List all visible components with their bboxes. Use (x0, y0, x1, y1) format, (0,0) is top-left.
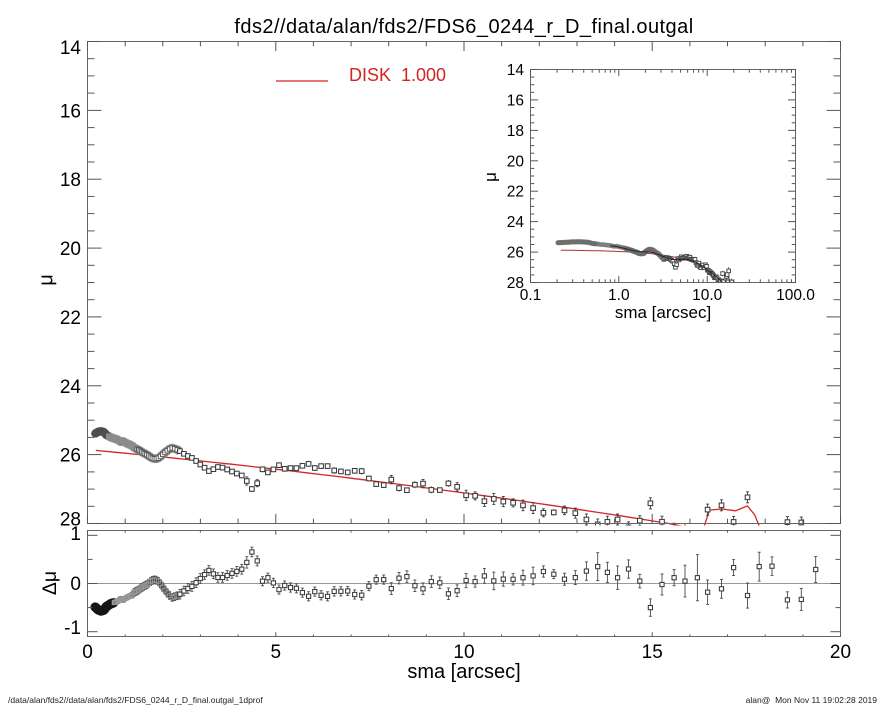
svg-text:0: 0 (82, 642, 93, 663)
svg-text:18: 18 (60, 170, 81, 191)
svg-text:16: 16 (507, 92, 524, 109)
svg-text:DISK 1.000: DISK 1.000 (349, 65, 446, 85)
svg-text:24: 24 (507, 214, 525, 231)
svg-text:Δμ: Δμ (39, 571, 61, 595)
svg-text:sma [arcsec]: sma [arcsec] (615, 303, 711, 322)
svg-text:14: 14 (60, 38, 82, 59)
svg-text:26: 26 (60, 446, 81, 467)
svg-text:0: 0 (70, 574, 81, 595)
svg-text:/data/alan/fds2//data/alan/fds: /data/alan/fds2//data/alan/fds2/FDS6_024… (8, 695, 263, 705)
svg-text:1: 1 (70, 524, 81, 545)
svg-text:14: 14 (507, 62, 525, 79)
svg-text:μ: μ (35, 274, 57, 286)
svg-text:sma [arcsec]: sma [arcsec] (407, 661, 520, 683)
svg-text:15: 15 (642, 642, 663, 663)
svg-text:16: 16 (60, 101, 81, 122)
svg-text:1.0: 1.0 (608, 287, 630, 304)
svg-text:100.0: 100.0 (776, 287, 815, 304)
svg-text:20: 20 (507, 153, 525, 170)
svg-text:20: 20 (830, 642, 851, 663)
svg-text:μ: μ (481, 172, 500, 182)
svg-text:22: 22 (60, 308, 81, 329)
svg-text:26: 26 (507, 245, 524, 262)
svg-text:22: 22 (507, 184, 524, 201)
svg-text:28: 28 (60, 510, 81, 531)
svg-text:5: 5 (270, 642, 281, 663)
svg-text:0.1: 0.1 (520, 287, 542, 304)
svg-text:fds2//data/alan/fds2/FDS6_0244: fds2//data/alan/fds2/FDS6_0244_r_D_final… (234, 16, 693, 38)
svg-text:20: 20 (60, 239, 81, 260)
svg-text:24: 24 (60, 377, 82, 398)
svg-text:alan@ Mon Nov 11 19:02:28 201: alan@ Mon Nov 11 19:02:28 2019 (746, 695, 878, 705)
svg-text:10: 10 (453, 642, 474, 663)
svg-text:18: 18 (507, 123, 524, 140)
svg-text:10.0: 10.0 (692, 287, 723, 304)
svg-text:-1: -1 (64, 618, 81, 639)
svg-text:28: 28 (507, 275, 524, 292)
